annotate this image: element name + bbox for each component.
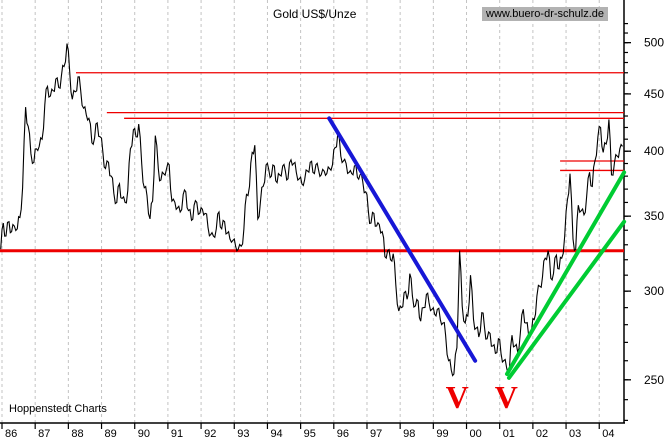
y-tick-label: 400: [644, 144, 664, 158]
y-tick-label: 350: [644, 209, 664, 223]
y-tick-label: 250: [644, 373, 664, 387]
x-tick-label: 95: [304, 428, 316, 439]
y-tick-label: 450: [644, 87, 664, 101]
x-tick-label: 02: [536, 428, 548, 439]
x-tick-label: 03: [569, 428, 581, 439]
x-tick-label: 86: [5, 428, 17, 439]
v-bottom-marker: V: [495, 379, 518, 415]
x-tick-label: 91: [171, 428, 183, 439]
y-tick-label: 500: [644, 36, 664, 50]
x-tick-label: 92: [204, 428, 216, 439]
x-tick-label: 93: [237, 428, 249, 439]
watermark-label: www.buero-dr-schulz.de: [482, 7, 608, 21]
green-uptrend-line-steep: [504, 170, 627, 377]
x-tick-label: 04: [602, 428, 614, 439]
x-tick-label: 89: [105, 428, 117, 439]
x-tick-label: 90: [138, 428, 150, 439]
blue-downtrend-line: [327, 116, 478, 363]
x-tick-label: 88: [71, 428, 83, 439]
green-uptrend-line-flat: [506, 219, 627, 380]
x-tick-label: 94: [270, 428, 282, 439]
x-tick-label: 99: [436, 428, 448, 439]
x-tick-label: 97: [370, 428, 382, 439]
v-bottom-marker: V: [446, 379, 469, 415]
x-tick-label: 00: [470, 428, 482, 439]
x-tick-label: 98: [403, 428, 415, 439]
y-tick-label: 300: [644, 284, 664, 298]
price-line: [0, 43, 623, 377]
chart-title: Gold US$/Unze: [273, 7, 357, 21]
x-tick-label: 01: [503, 428, 515, 439]
x-tick-label: 96: [337, 428, 349, 439]
x-tick-label: 87: [38, 428, 50, 439]
source-label: Hoppenstedt Charts: [9, 403, 107, 415]
